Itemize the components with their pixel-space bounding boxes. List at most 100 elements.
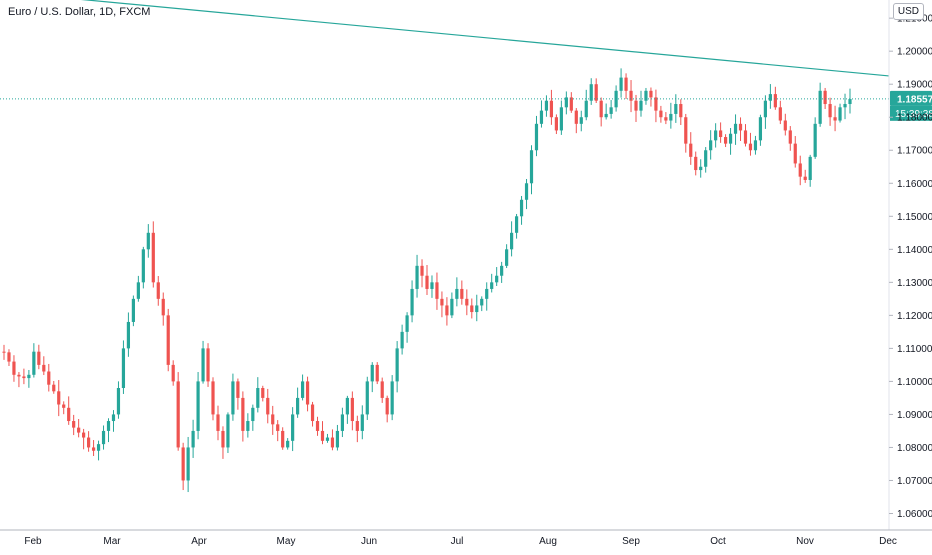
candle-body-up: [768, 94, 772, 101]
candle-body-down: [798, 163, 802, 177]
candle-body-up: [728, 133, 733, 144]
y-tick-label: 1.14000: [897, 245, 932, 256]
candle-body-up: [763, 100, 767, 118]
candle-layer: [2, 68, 852, 493]
candle-body-down: [380, 381, 384, 398]
candle-body-up: [335, 430, 340, 448]
candle-body-down: [350, 397, 354, 422]
trendline[interactable]: [0, 0, 890, 77]
candle-body-up: [146, 232, 150, 250]
y-tick-label: 1.20000: [897, 47, 932, 58]
candle-body-down: [778, 107, 782, 121]
candle-body-up: [370, 364, 374, 382]
candle-body-down: [310, 404, 315, 422]
candle-body-down: [7, 352, 11, 362]
candle-body-up: [410, 288, 414, 316]
candle-body-up: [32, 351, 36, 375]
candle-body-down: [72, 421, 76, 428]
candle-body-down: [649, 90, 653, 98]
candle-body-down: [684, 117, 688, 144]
candle-body-down: [689, 143, 693, 157]
candle-body-up: [614, 90, 618, 108]
candle-body-up: [589, 84, 593, 101]
x-tick-label: Jul: [451, 536, 464, 547]
y-tick-label: 1.06000: [897, 509, 932, 520]
candle-body-up: [365, 381, 369, 415]
candle-body-up: [534, 123, 539, 151]
candle-body-down: [241, 397, 245, 431]
candle-body-up: [201, 348, 205, 382]
candle-body-down: [599, 100, 603, 118]
candle-body-down: [594, 84, 598, 101]
candle-body-up: [395, 348, 399, 382]
candle-body-up: [699, 166, 703, 171]
candle-body-down: [624, 77, 628, 91]
candle-body-up: [808, 156, 812, 180]
candle-body-down: [788, 130, 792, 144]
candle-body-up: [405, 315, 409, 332]
candle-body-up: [639, 100, 643, 111]
candle-body-down: [803, 176, 807, 180]
candle-body-up: [226, 414, 230, 448]
candle-body-down: [181, 447, 185, 481]
candle-body-down: [773, 94, 777, 108]
candle-body-down: [315, 421, 320, 431]
candle-body-down: [440, 298, 444, 306]
chart-title: Euro / U.S. Dollar, 1D, FXCM: [8, 6, 151, 18]
candle-body-up: [455, 288, 459, 299]
candle-body-up: [191, 430, 195, 448]
candle-body-up: [136, 282, 140, 299]
candle-body-down: [574, 110, 578, 124]
candle-body-down: [166, 315, 170, 365]
y-tick-label: 1.08000: [897, 443, 932, 454]
x-tick-label: Dec: [879, 536, 897, 547]
candle-body-down: [719, 130, 723, 138]
candle-body-up: [758, 117, 763, 141]
candle-body-down: [385, 397, 389, 415]
candle-body-up: [485, 288, 489, 299]
y-tick-label: 1.12000: [897, 311, 932, 322]
candle-body-up: [141, 249, 145, 283]
candle-body-up: [818, 90, 822, 124]
candle-body-up: [430, 282, 434, 289]
candle-body-down: [22, 376, 26, 379]
y-tick-label: 1.16000: [897, 179, 932, 190]
y-tick-label: 1.18000: [897, 113, 932, 124]
candle-body-down: [793, 143, 797, 164]
candle-body-up: [514, 216, 519, 233]
candle-body-down: [77, 427, 81, 433]
candle-body-up: [325, 437, 330, 441]
candle-body-up: [256, 388, 260, 408]
y-tick-label: 1.10000: [897, 377, 932, 388]
candle-body-up: [231, 381, 235, 415]
candle-body-down: [694, 156, 698, 171]
candle-body-up: [291, 414, 295, 441]
y-tick-label: 1.15000: [897, 212, 932, 223]
candle-body-down: [206, 348, 210, 382]
candle-body-down: [271, 414, 275, 425]
currency-label[interactable]: USD: [892, 3, 924, 20]
candle-body-up: [510, 232, 514, 250]
y-tick-label: 1.13000: [897, 278, 932, 289]
candle-body-down: [47, 371, 51, 385]
candle-body-up: [813, 123, 817, 157]
candle-body-down: [91, 447, 96, 451]
candle-body-down: [634, 100, 638, 111]
candle-body-up: [519, 199, 524, 217]
candle-body-up: [500, 265, 504, 276]
candle-body-down: [261, 388, 265, 398]
candle-body-up: [584, 100, 588, 118]
candle-body-down: [554, 117, 558, 131]
candle-body-down: [2, 351, 6, 353]
candle-body-down: [52, 384, 56, 392]
candle-body-down: [216, 414, 220, 431]
candle-body-up: [544, 100, 549, 111]
candle-body-up: [131, 298, 135, 322]
candle-body-down: [320, 430, 325, 441]
candle-body-up: [619, 77, 623, 91]
candle-body-down: [723, 137, 728, 144]
candle-body-down: [823, 90, 827, 105]
